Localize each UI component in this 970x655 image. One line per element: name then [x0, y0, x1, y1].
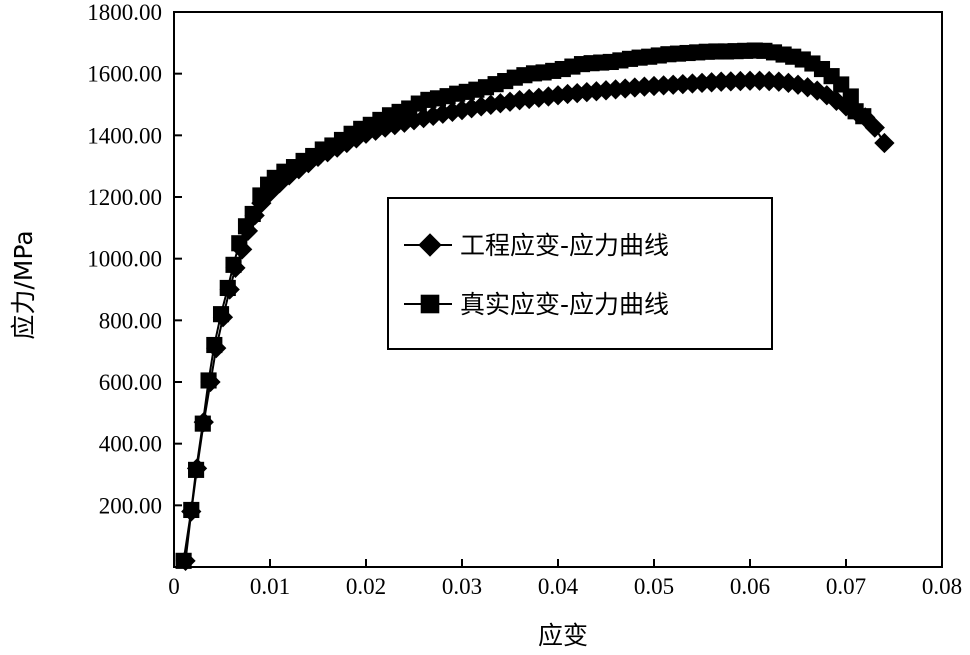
y-axis-title: 应力/MPa — [9, 230, 38, 339]
series-engineering-point — [490, 93, 511, 114]
x-tick-label: 0.06 — [730, 574, 770, 599]
series-true-point — [188, 461, 205, 478]
legend-item-true: 真实应变-应力曲线 — [404, 290, 669, 319]
y-tick-label: 1000.00 — [87, 247, 162, 272]
x-axis-ticks: 0 0.01 0.02 0.03 0.04 0.05 0.06 0.07 0.08 — [168, 559, 962, 599]
legend-marker — [418, 233, 442, 257]
y-tick-label: 1400.00 — [87, 123, 162, 148]
x-tick-label: 0.03 — [442, 574, 482, 599]
x-tick-label: 0.07 — [826, 574, 866, 599]
series-true-point — [237, 218, 255, 235]
series-true — [175, 42, 872, 569]
x-tick-label: 0.04 — [538, 574, 579, 599]
x-axis-title: 应变 — [538, 621, 588, 650]
y-tick-label: 600.00 — [99, 370, 162, 395]
legend-label: 工程应变-应力曲线 — [460, 231, 669, 260]
x-tick-label: 0.08 — [922, 574, 962, 599]
x-tick-label: 0.02 — [346, 574, 386, 599]
x-tick-label: 0 — [168, 574, 180, 599]
y-tick-label: 200.00 — [99, 493, 162, 518]
y-tick-label: 400.00 — [99, 432, 162, 457]
x-tick-label: 0.05 — [634, 574, 674, 599]
legend-marker — [420, 294, 440, 314]
legend-box — [387, 197, 773, 350]
series-engineering-point — [874, 132, 895, 154]
y-tick-label: 1600.00 — [87, 62, 162, 87]
series-true-point — [231, 235, 248, 252]
series-true-point — [855, 108, 872, 125]
series-true-point — [175, 552, 192, 569]
series-true-point — [200, 372, 217, 389]
series-engineering-point — [663, 74, 684, 95]
series-true-point — [225, 256, 242, 273]
series-true-point — [194, 415, 211, 432]
series-engineering-point — [605, 79, 626, 100]
y-tick-label: 1800.00 — [87, 0, 162, 25]
y-tick-label: 1200.00 — [87, 185, 162, 210]
series-true-point — [244, 205, 261, 223]
y-axis-ticks: 200.00 400.00 600.00 800.00 1000.00 1200.00 14… — [87, 0, 182, 518]
series-true-point — [212, 306, 230, 323]
series-engineering-point — [797, 77, 818, 98]
y-tick-label: 800.00 — [99, 308, 162, 333]
series-true-point — [842, 88, 859, 105]
legend-item-engineering: 工程应变-应力曲线 — [404, 231, 669, 260]
series-true-point — [183, 501, 200, 519]
series-true-point — [206, 336, 223, 354]
x-tick-label: 0.01 — [250, 574, 290, 599]
series-engineering-point — [557, 83, 578, 105]
series-true-point — [219, 279, 236, 297]
legend-label: 真实应变-应力曲线 — [460, 290, 669, 319]
series-layer — [175, 42, 895, 571]
